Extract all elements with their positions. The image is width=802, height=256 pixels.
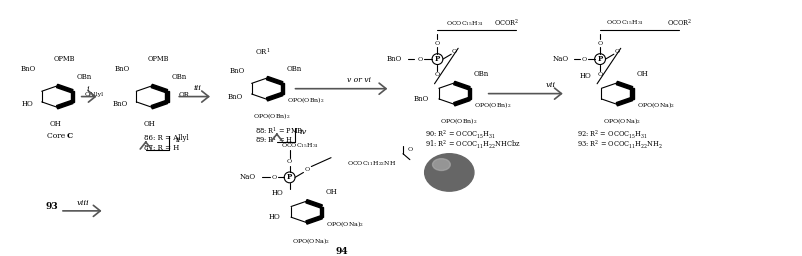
Text: OH: OH (144, 120, 156, 128)
Polygon shape (615, 97, 632, 106)
Text: 93: 93 (45, 202, 58, 211)
Text: O: O (435, 41, 439, 46)
Polygon shape (306, 200, 322, 208)
Text: $\mathregular{OR^1}$: $\mathregular{OR^1}$ (255, 46, 270, 57)
Text: O: O (435, 72, 439, 77)
Polygon shape (56, 100, 73, 109)
Text: P: P (435, 55, 439, 63)
Text: C: C (67, 132, 73, 140)
Text: HO: HO (272, 189, 283, 197)
Text: 88: $\mathregular{R^1}$ = PMB: 88: $\mathregular{R^1}$ = PMB (255, 125, 303, 136)
Text: OPO(OBn)$_2$: OPO(OBn)$_2$ (253, 111, 290, 121)
Text: OCOC$_{15}$H$_{31}$: OCOC$_{15}$H$_{31}$ (445, 19, 484, 28)
Text: Core: Core (47, 132, 67, 140)
Text: BnO: BnO (115, 65, 130, 73)
Text: P: P (286, 173, 292, 182)
Text: BnO: BnO (413, 94, 428, 103)
Polygon shape (151, 84, 168, 93)
Polygon shape (280, 83, 284, 94)
Polygon shape (615, 81, 632, 90)
Text: OPO(ONa)$_2$: OPO(ONa)$_2$ (636, 101, 674, 110)
Text: O: O (287, 159, 292, 164)
Text: OPMB: OPMB (148, 55, 169, 63)
Ellipse shape (432, 159, 450, 170)
Text: OCOC$_{15}$H$_{31}$: OCOC$_{15}$H$_{31}$ (605, 18, 643, 27)
Text: O: O (271, 175, 276, 180)
Text: NaO: NaO (240, 173, 256, 182)
Text: NaO: NaO (552, 55, 568, 63)
Text: 91: R$^2$ = OCOC$_{11}$H$_{22}$NHCbz: 91: R$^2$ = OCOC$_{11}$H$_{22}$NHCbz (424, 138, 520, 151)
Text: O: O (305, 167, 310, 172)
Text: BnO: BnO (112, 100, 128, 109)
Text: HO: HO (22, 100, 34, 109)
Text: O: O (417, 57, 422, 62)
Text: O: O (597, 72, 602, 77)
Polygon shape (266, 92, 282, 101)
Polygon shape (453, 97, 469, 106)
Polygon shape (468, 88, 471, 99)
Polygon shape (453, 81, 469, 90)
Text: iv: iv (299, 128, 306, 136)
Text: iii: iii (194, 84, 201, 92)
Text: P: P (597, 55, 602, 63)
Text: OCOR$^2$: OCOR$^2$ (493, 18, 519, 29)
Text: OCOC$_{11}$H$_{22}$NH: OCOC$_{11}$H$_{22}$NH (346, 159, 395, 168)
Polygon shape (630, 88, 633, 99)
Text: OBn: OBn (171, 73, 186, 81)
Text: OPMB: OPMB (53, 55, 75, 63)
Text: 90: R$^2$ = OCOC$_{15}$H$_{31}$: 90: R$^2$ = OCOC$_{15}$H$_{31}$ (424, 129, 495, 141)
Text: OH: OH (49, 120, 61, 128)
Text: BnO: BnO (20, 65, 35, 73)
Text: OPO(ONa)$_2$: OPO(ONa)$_2$ (602, 116, 640, 126)
Text: v or vi: v or vi (346, 76, 371, 84)
Text: 93: R$^2$ = OCOC$_{11}$H$_{22}$NH$_2$: 93: R$^2$ = OCOC$_{11}$H$_{22}$NH$_2$ (577, 138, 662, 151)
Text: HO: HO (269, 213, 281, 221)
Text: O: O (451, 49, 456, 54)
Text: ii: ii (175, 136, 180, 144)
Text: vii: vii (545, 81, 555, 89)
Text: BnO: BnO (387, 55, 402, 63)
Text: OAllyl: OAllyl (84, 92, 103, 97)
Text: O: O (407, 147, 412, 152)
Text: 86: R = Allyl: 86: R = Allyl (144, 134, 188, 142)
Text: OCOC$_{15}$H$_{31}$: OCOC$_{15}$H$_{31}$ (280, 141, 318, 150)
Text: OR: OR (178, 91, 189, 99)
Text: OH: OH (326, 188, 338, 196)
Text: OH: OH (636, 70, 647, 78)
Text: HO: HO (579, 72, 590, 80)
Polygon shape (266, 77, 282, 85)
Polygon shape (165, 91, 168, 102)
Text: i: i (87, 85, 89, 93)
Text: OBn: OBn (286, 65, 302, 73)
Polygon shape (320, 207, 323, 217)
Text: OBn: OBn (473, 70, 488, 78)
Text: 92: R$^2$ = OCOC$_{15}$H$_{31}$: 92: R$^2$ = OCOC$_{15}$H$_{31}$ (577, 129, 647, 141)
Polygon shape (71, 91, 74, 102)
Text: OCOR$^2$: OCOR$^2$ (666, 18, 692, 29)
Text: OPO(OBn)$_2$: OPO(OBn)$_2$ (286, 95, 324, 105)
Text: BnO: BnO (229, 67, 245, 75)
Polygon shape (306, 216, 322, 224)
Polygon shape (151, 100, 168, 109)
Text: OPO(OBn)$_2$: OPO(OBn)$_2$ (473, 101, 511, 110)
Text: 87: R = H: 87: R = H (144, 144, 179, 152)
Text: O: O (614, 49, 618, 54)
Ellipse shape (424, 154, 473, 191)
Text: OPO(ONa)$_2$: OPO(ONa)$_2$ (292, 237, 330, 246)
Text: OBn: OBn (77, 73, 92, 81)
Text: O: O (597, 41, 602, 46)
Text: 94: 94 (335, 247, 348, 256)
Polygon shape (56, 84, 73, 93)
Text: OPO(ONa)$_2$: OPO(ONa)$_2$ (326, 219, 363, 229)
Text: BnO: BnO (228, 93, 243, 101)
Text: 89: $\mathregular{R^1}$ = H: 89: $\mathregular{R^1}$ = H (255, 134, 293, 145)
Text: OPO(OBn)$_2$: OPO(OBn)$_2$ (439, 116, 477, 126)
Text: O: O (581, 57, 586, 62)
Text: viii: viii (76, 199, 89, 207)
